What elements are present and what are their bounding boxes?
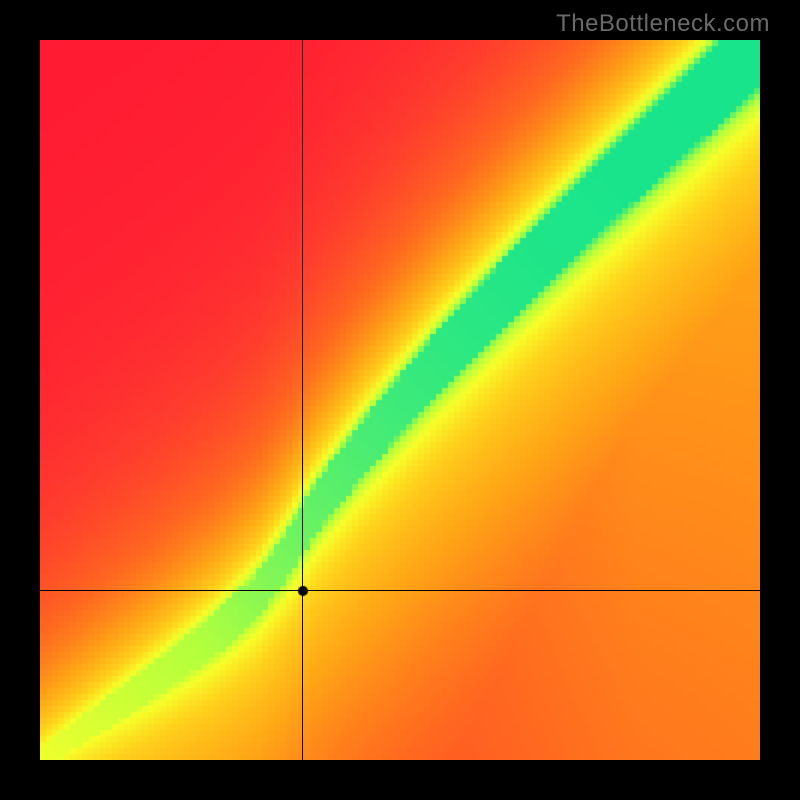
watermark-text: TheBottleneck.com xyxy=(556,10,770,38)
bottleneck-heatmap xyxy=(40,40,760,760)
chart-container: TheBottleneck.com xyxy=(0,0,800,800)
crosshair-marker xyxy=(296,584,310,598)
